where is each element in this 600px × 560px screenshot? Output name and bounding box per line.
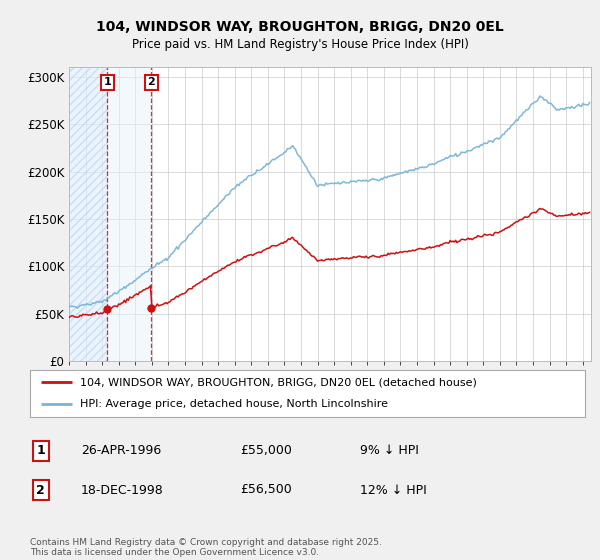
Text: 18-DEC-1998: 18-DEC-1998 — [81, 483, 164, 497]
Text: £56,500: £56,500 — [240, 483, 292, 497]
Text: 2: 2 — [37, 483, 45, 497]
Text: 12% ↓ HPI: 12% ↓ HPI — [360, 483, 427, 497]
Text: 26-APR-1996: 26-APR-1996 — [81, 444, 161, 458]
Text: Price paid vs. HM Land Registry's House Price Index (HPI): Price paid vs. HM Land Registry's House … — [131, 38, 469, 50]
Text: 104, WINDSOR WAY, BROUGHTON, BRIGG, DN20 0EL (detached house): 104, WINDSOR WAY, BROUGHTON, BRIGG, DN20… — [80, 377, 477, 388]
Text: 104, WINDSOR WAY, BROUGHTON, BRIGG, DN20 0EL: 104, WINDSOR WAY, BROUGHTON, BRIGG, DN20… — [96, 20, 504, 34]
Text: 1: 1 — [37, 444, 45, 458]
Bar — [69, 67, 107, 361]
Text: Contains HM Land Registry data © Crown copyright and database right 2025.
This d: Contains HM Land Registry data © Crown c… — [30, 538, 382, 557]
Text: HPI: Average price, detached house, North Lincolnshire: HPI: Average price, detached house, Nort… — [80, 399, 388, 409]
Text: 9% ↓ HPI: 9% ↓ HPI — [360, 444, 419, 458]
Text: 1: 1 — [104, 77, 112, 87]
Bar — [107, 67, 151, 361]
Bar — [69, 67, 107, 361]
Text: 2: 2 — [148, 77, 155, 87]
Text: £55,000: £55,000 — [240, 444, 292, 458]
